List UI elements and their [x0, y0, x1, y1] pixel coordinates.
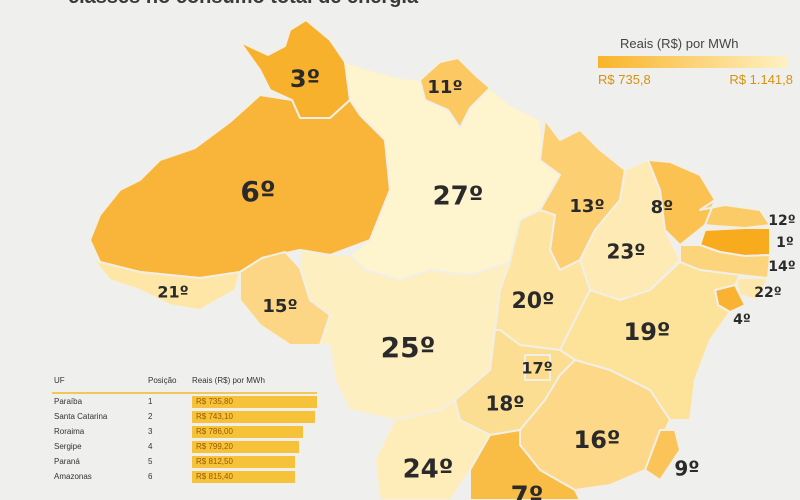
- rank-label-go: 18º: [485, 392, 524, 416]
- row-position: 5: [148, 457, 153, 466]
- legend-min-label: R$ 735,8: [598, 72, 651, 87]
- legend-gradient-bar: [598, 56, 788, 68]
- row-position: 1: [148, 397, 153, 406]
- state-es: [644, 429, 681, 481]
- state-sp: [469, 429, 581, 500]
- row-uf: Paraná: [54, 457, 80, 466]
- page-title: classes no consumo total de energia: [68, 0, 418, 9]
- row-position: 4: [148, 442, 153, 451]
- row-uf: Santa Catarina: [54, 412, 108, 421]
- row-value-bar: R$ 786,00: [192, 425, 303, 438]
- rank-label-ma: 13º: [569, 196, 604, 217]
- row-position: 6: [148, 472, 153, 481]
- row-value-bar: R$ 799,20: [192, 440, 300, 453]
- table-row: Paraná 5 R$ 812,50: [52, 454, 317, 469]
- state-ac: [89, 254, 241, 311]
- table-row: Sergipe 4 R$ 799,20: [52, 439, 317, 454]
- legend-title: Reais (R$) por MWh: [620, 36, 739, 51]
- rank-label-pa: 27º: [433, 182, 484, 212]
- state-rn: [699, 199, 771, 229]
- table-row: Paraíba 1 R$ 735,80: [52, 394, 317, 409]
- rank-label-se: 4º: [733, 312, 751, 328]
- state-mg: [519, 359, 671, 491]
- rank-label-rn: 12º: [768, 213, 795, 229]
- rank-label-ro: 15º: [262, 296, 297, 317]
- table-row: Roraima 3 R$ 786,00: [52, 424, 317, 439]
- row-value-bar: R$ 815,40: [192, 470, 295, 483]
- table-header: UF Posição Reais (R$) por MWh: [52, 372, 317, 394]
- rank-label-es: 9º: [674, 457, 699, 481]
- table-row: Santa Catarina 2 R$ 743,10: [52, 409, 317, 424]
- header-position: Posição: [148, 375, 177, 385]
- state-df: [524, 354, 551, 381]
- rank-label-pe: 14º: [768, 259, 795, 275]
- ranking-table: UF Posição Reais (R$) por MWh Paraíba 1 R$…: [52, 372, 317, 484]
- row-uf: Amazonas: [54, 472, 92, 481]
- rank-label-mg: 16º: [574, 426, 621, 454]
- row-uf: Roraima: [54, 427, 85, 436]
- rank-label-ac: 21º: [157, 283, 188, 302]
- row-uf: Sergipe: [54, 442, 82, 451]
- rank-label-ba: 19º: [624, 318, 671, 346]
- rank-label-ap: 11º: [427, 77, 462, 98]
- rank-label-pi: 23º: [606, 240, 645, 264]
- table-row: Amazonas 6 R$ 815,40: [52, 469, 317, 484]
- rank-label-mt: 25º: [381, 331, 436, 364]
- header-value: Reais (R$) por MWh: [192, 375, 265, 385]
- rank-label-sp: 7º: [511, 482, 544, 500]
- rank-label-pb: 1º: [776, 235, 794, 251]
- row-uf: Paraíba: [54, 397, 83, 406]
- state-al: [734, 277, 769, 301]
- rank-label-ms: 24º: [403, 455, 454, 485]
- rank-label-df: 17º: [521, 359, 552, 378]
- rank-label-rr: 3º: [290, 65, 320, 93]
- rank-label-am: 6º: [240, 175, 275, 208]
- rank-label-ce: 8º: [651, 197, 674, 218]
- rank-label-al: 22º: [754, 285, 781, 301]
- row-position: 2: [148, 412, 153, 421]
- row-position: 3: [148, 427, 153, 436]
- row-value-bar: R$ 743,10: [192, 410, 315, 423]
- rank-label-to: 20º: [511, 289, 554, 314]
- color-legend: Reais (R$) por MWh R$ 735,8 R$ 1.141,8: [598, 36, 793, 87]
- legend-max-label: R$ 1.141,8: [729, 72, 793, 87]
- row-value-bar: R$ 735,80: [192, 395, 317, 408]
- header-uf: UF: [54, 375, 65, 385]
- row-value-bar: R$ 812,50: [192, 455, 296, 468]
